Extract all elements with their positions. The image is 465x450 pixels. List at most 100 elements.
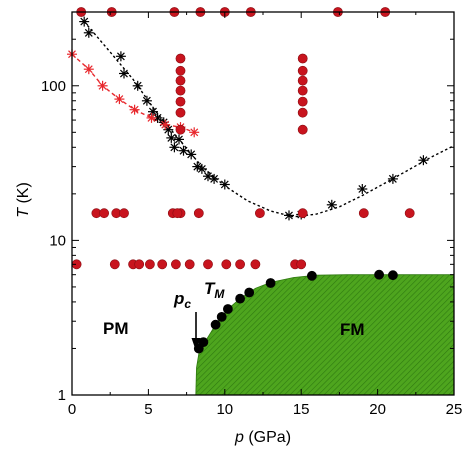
data-point-star bbox=[152, 112, 163, 123]
data-point-star bbox=[119, 68, 129, 79]
x-tick-label: 20 bbox=[369, 401, 386, 418]
dotted-guide-curve bbox=[83, 21, 454, 218]
data-point-star bbox=[174, 134, 184, 145]
data-point-circle bbox=[297, 208, 308, 219]
data-point-star bbox=[129, 104, 140, 115]
data-point-circle bbox=[216, 311, 227, 322]
data-point-star bbox=[83, 27, 94, 38]
data-point-star bbox=[169, 142, 180, 153]
data-point-circle bbox=[175, 85, 186, 96]
data-point-star bbox=[357, 184, 368, 194]
data-point-circle bbox=[297, 124, 308, 135]
tick-layer: 0 5 10 15 20 25 1 10 100 bbox=[41, 11, 463, 418]
data-point-star bbox=[219, 179, 230, 190]
region-label-pm: PM bbox=[103, 319, 129, 338]
tm-annotation-sub: M bbox=[214, 287, 225, 301]
data-point-circle bbox=[306, 270, 317, 281]
marker-layer bbox=[67, 7, 429, 354]
data-point-circle bbox=[296, 259, 307, 270]
data-point-circle bbox=[297, 107, 308, 118]
pc-arrow-head bbox=[191, 338, 201, 351]
data-point-circle bbox=[172, 208, 183, 219]
data-point-star bbox=[132, 80, 143, 91]
x-axis-var: p bbox=[234, 429, 244, 446]
region-label-fm: FM bbox=[340, 320, 365, 339]
data-point-star bbox=[148, 106, 158, 117]
data-point-circle bbox=[235, 293, 245, 304]
data-point-circle bbox=[222, 304, 233, 314]
tm-annotation-main: T bbox=[204, 279, 216, 298]
x-axis-label: p (GPa) bbox=[234, 429, 291, 446]
data-point-circle bbox=[175, 107, 186, 118]
data-point-star bbox=[146, 112, 157, 123]
x-tick-label: 5 bbox=[144, 401, 152, 418]
data-point-star bbox=[97, 80, 108, 91]
x-axis-unit: (GPa) bbox=[248, 429, 291, 446]
tm-annotation: TM bbox=[204, 279, 225, 301]
guide-curve-layer bbox=[72, 21, 454, 218]
data-point-circle bbox=[374, 269, 384, 280]
data-point-circle bbox=[109, 259, 120, 270]
y-tick-label: 10 bbox=[49, 232, 66, 249]
x-tick-label: 10 bbox=[216, 401, 233, 418]
data-point-star bbox=[178, 145, 189, 156]
data-point-circle bbox=[193, 208, 204, 219]
data-point-star bbox=[115, 51, 126, 62]
data-point-circle bbox=[404, 208, 415, 219]
data-point-star bbox=[196, 163, 207, 174]
fm-region-layer bbox=[195, 274, 454, 395]
data-point-star bbox=[160, 119, 171, 130]
data-point-circle bbox=[203, 259, 213, 270]
data-point-star bbox=[189, 127, 200, 138]
data-point-star bbox=[284, 210, 294, 221]
data-point-circle bbox=[175, 75, 186, 86]
data-point-circle bbox=[99, 208, 109, 219]
data-point-circle bbox=[297, 53, 308, 64]
x-tick-label: 0 bbox=[68, 401, 76, 418]
data-point-star bbox=[79, 16, 90, 27]
y-axis-label: T (K) bbox=[15, 182, 32, 218]
data-point-circle bbox=[387, 270, 398, 281]
data-point-circle bbox=[244, 287, 255, 298]
data-point-star bbox=[326, 199, 337, 210]
data-point-circle bbox=[297, 75, 308, 86]
data-point-star bbox=[166, 132, 177, 143]
pc-annotation: pc bbox=[173, 289, 191, 311]
data-point-circle bbox=[297, 65, 308, 76]
data-point-circle bbox=[157, 259, 168, 270]
data-point-circle bbox=[358, 208, 369, 219]
data-point-circle bbox=[175, 124, 186, 135]
data-point-star bbox=[141, 95, 152, 106]
x-tick-label: 25 bbox=[446, 401, 463, 418]
data-point-circle bbox=[175, 65, 186, 76]
pc-annotation-sub: c bbox=[184, 297, 191, 311]
data-point-circle bbox=[221, 259, 232, 270]
data-point-star bbox=[418, 155, 429, 166]
data-point-circle bbox=[144, 259, 155, 270]
data-point-star bbox=[387, 173, 398, 184]
y-tick-label: 1 bbox=[58, 387, 66, 404]
y-axis-unit: (K) bbox=[15, 182, 32, 203]
data-point-circle bbox=[265, 278, 276, 288]
data-point-star bbox=[209, 173, 220, 184]
data-point-circle bbox=[170, 259, 181, 270]
data-point-circle bbox=[210, 319, 221, 330]
data-point-circle bbox=[175, 53, 186, 64]
x-tick-label: 15 bbox=[293, 401, 310, 418]
data-point-circle bbox=[254, 208, 265, 219]
data-point-circle bbox=[297, 85, 308, 96]
data-point-star bbox=[83, 64, 94, 75]
pc-annotation-main: p bbox=[173, 289, 184, 308]
y-tick-label: 100 bbox=[41, 78, 66, 95]
data-point-circle bbox=[250, 259, 261, 270]
data-point-circle bbox=[119, 208, 129, 219]
y-axis-var: T bbox=[15, 207, 32, 218]
data-point-circle bbox=[175, 96, 186, 107]
data-point-circle bbox=[297, 96, 308, 107]
data-point-star bbox=[163, 124, 174, 135]
data-point-circle bbox=[134, 259, 145, 270]
data-point-star bbox=[114, 94, 125, 105]
data-point-star bbox=[186, 149, 197, 160]
dashed-guide-curve bbox=[72, 53, 195, 133]
